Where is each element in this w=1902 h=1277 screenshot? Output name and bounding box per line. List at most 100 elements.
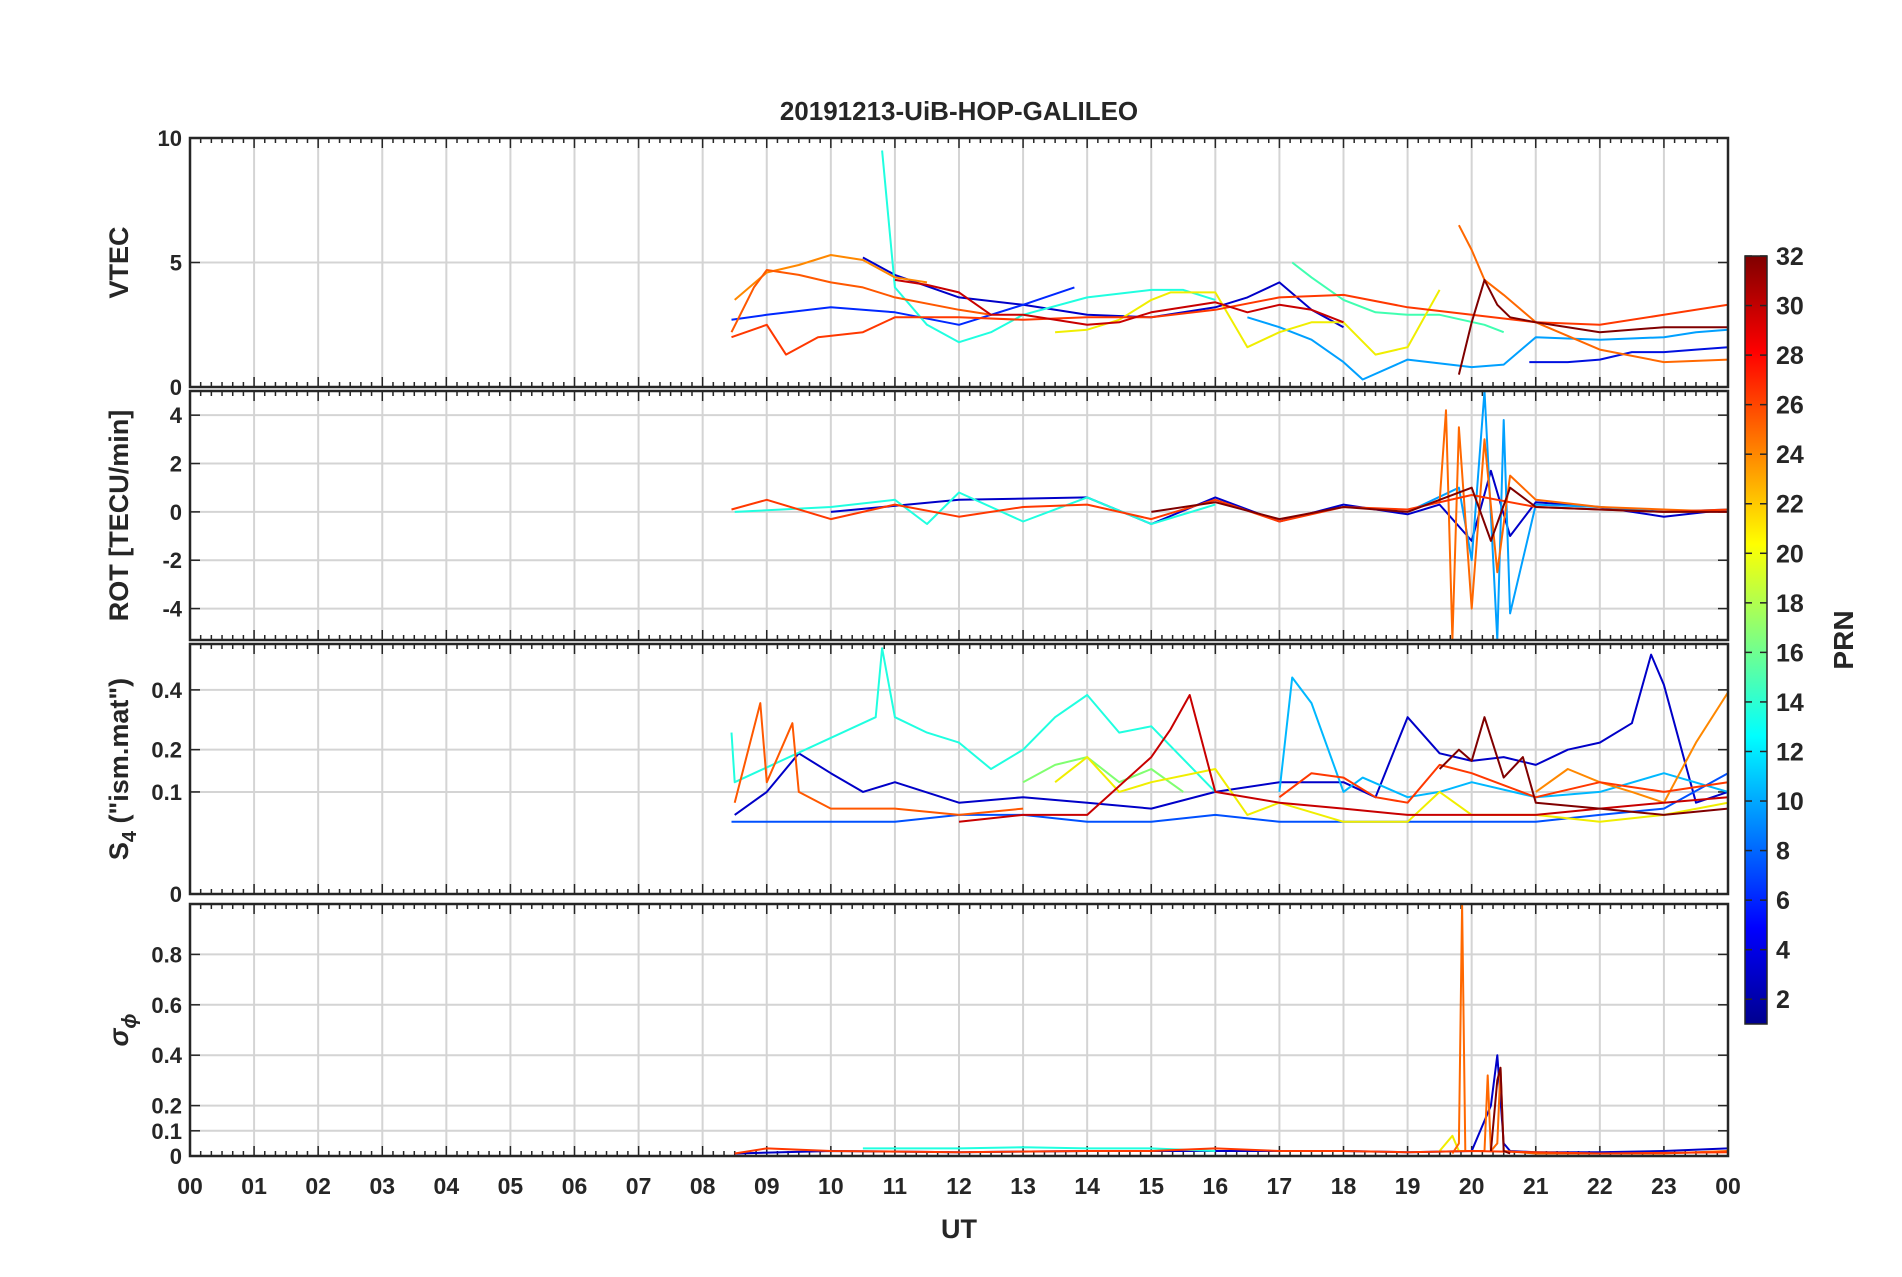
x-tick-label: 17 <box>1267 1173 1293 1199</box>
y-axis-label-sub: 4 <box>119 830 141 842</box>
x-tick-label: 11 <box>883 1173 908 1199</box>
x-tick-label: 23 <box>1651 1173 1677 1199</box>
colorbar-tick-label: 18 <box>1776 590 1804 618</box>
panel-2: 0 0.1 0.2 0.4 S4 ("ism.mat") <box>104 642 1730 907</box>
series-line-prn-4 <box>731 286 1075 326</box>
series-line-prn-25 <box>733 702 1024 816</box>
series-line-prn-20 <box>1054 756 1728 823</box>
x-tick-label: 01 <box>241 1173 267 1199</box>
y-tick-label: 0.1 <box>151 780 182 805</box>
y-tick-label: 0 <box>170 882 182 907</box>
y-tick-label: 10 <box>158 126 182 151</box>
x-tick-label: 02 <box>305 1173 331 1199</box>
colorbar-tick-label: 22 <box>1776 491 1804 519</box>
series-line-prn-10 <box>1278 676 1728 799</box>
x-tick-label: 00 <box>177 1173 203 1199</box>
y-tick-label: 0 <box>170 500 182 525</box>
y-axis-label-sub: ϕ <box>119 1013 141 1028</box>
panel-frame <box>188 136 1730 389</box>
series-line-prn-23 <box>1535 691 1728 804</box>
x-tick-label: 19 <box>1395 1173 1421 1199</box>
y-tick-label: 0.8 <box>151 942 182 967</box>
colorbar-tick-label: 26 <box>1776 392 1804 420</box>
x-tick-label: 20 <box>1459 1173 1485 1199</box>
colorbar-tick-label: 6 <box>1776 887 1790 915</box>
series-group <box>734 904 1728 1155</box>
x-tick-label: 03 <box>369 1173 395 1199</box>
y-tick-label: -2 <box>162 548 182 573</box>
series-line-prn-27 <box>1278 763 1728 804</box>
series-line-prn-32 <box>1151 486 1728 542</box>
series-line-prn-13 <box>734 491 1216 525</box>
series-line-prn-26 <box>1458 224 1728 364</box>
panel-0: 0 5 10 VTEC <box>104 126 1730 400</box>
series-line-prn-6 <box>731 772 1728 823</box>
series-line-prn-27 <box>734 1147 1728 1155</box>
series-line-prn-20 <box>1055 289 1441 356</box>
colorbar-tick-label: 24 <box>1776 441 1804 469</box>
y-axis-label: S4 ("ism.mat") <box>104 678 141 860</box>
x-tick-label: 08 <box>690 1173 716 1199</box>
colorbar-tick-label: 10 <box>1776 788 1804 816</box>
series-line-prn-32 <box>1489 1066 1511 1155</box>
colorbar-gradient <box>1744 255 1768 1025</box>
panel-1: -4 -2 0 2 4 ROT [TECU/min] <box>104 389 1730 642</box>
x-tick-label: 10 <box>818 1173 844 1199</box>
series-line-prn-13 <box>862 1146 1216 1152</box>
series-line-prn-30 <box>958 694 1728 823</box>
panel-frame <box>188 389 1730 642</box>
series-line-prn-2 <box>734 653 1728 816</box>
series-line-prn-13 <box>730 647 1217 793</box>
x-tick-label: 16 <box>1203 1173 1229 1199</box>
panel-3: 00.10.2 0.4 0.6 0.8 σϕ <box>104 902 1730 1169</box>
colorbar-tick-label: 8 <box>1776 838 1790 866</box>
series-line-prn-2 <box>734 1054 1728 1155</box>
panel-frame <box>188 902 1730 1158</box>
colorbar-label: PRN <box>1828 610 1859 669</box>
x-axis: 00 01 02 03 04 05 06 07 08 09 10 11 12 13 14 15 16 17 18 19… <box>177 1173 1741 1199</box>
series-line-prn-9 <box>1247 316 1728 381</box>
y-tick-label: 0.6 <box>151 993 182 1018</box>
colorbar-tick-label: 32 <box>1776 243 1804 271</box>
x-axis-label: UT <box>941 1214 977 1244</box>
y-tick-label: 0.2 <box>151 738 182 763</box>
series-line-prn-25 <box>730 269 992 333</box>
x-tick-label: 13 <box>1010 1173 1036 1199</box>
y-tick-label: 0.4 <box>151 1043 182 1068</box>
y-axis-label-rest: ("ism.mat") <box>104 678 134 831</box>
x-tick-label: 18 <box>1331 1173 1357 1199</box>
colorbar-tick-label: 20 <box>1776 540 1804 568</box>
y-tick-label: 0.4 <box>151 678 182 703</box>
colorbar-tick-label: 4 <box>1776 937 1790 965</box>
y-tick-label: -4 <box>162 597 182 622</box>
y-axis-label-main: σ <box>104 1028 134 1047</box>
series-line-prn-32 <box>1457 278 1728 375</box>
y-tick-label: 5 <box>170 251 182 276</box>
y-axis-label: VTEC <box>104 226 134 298</box>
x-tick-label: 07 <box>626 1173 652 1199</box>
series-group <box>730 150 1728 381</box>
series-group <box>731 391 1728 640</box>
y-tick-label: 2 <box>170 452 182 477</box>
series-line-prn-30 <box>894 278 1344 326</box>
colorbar-tick-label: 30 <box>1776 293 1804 321</box>
x-tick-label: 22 <box>1587 1173 1613 1199</box>
colorbar-tick-label: 2 <box>1776 986 1790 1014</box>
x-tick-label: 05 <box>498 1173 524 1199</box>
x-tick-label: 21 <box>1523 1173 1549 1199</box>
colorbar-tick-label: 16 <box>1776 639 1804 667</box>
chart-title: 20191213-UiB-HOP-GALILEO <box>780 96 1138 126</box>
y-tick-label: 0 <box>170 1144 182 1169</box>
panel-frame <box>188 642 1730 896</box>
colorbar-tick-label: 14 <box>1776 689 1804 717</box>
series-group <box>730 647 1728 823</box>
x-tick-label: 00 <box>1715 1173 1741 1199</box>
x-tick-label: 14 <box>1074 1173 1100 1199</box>
y-axis-label: ROT [TECU/min] <box>104 410 134 621</box>
y-tick-label: 0.2 <box>151 1094 182 1119</box>
y-tick-label: 0 <box>170 375 182 400</box>
